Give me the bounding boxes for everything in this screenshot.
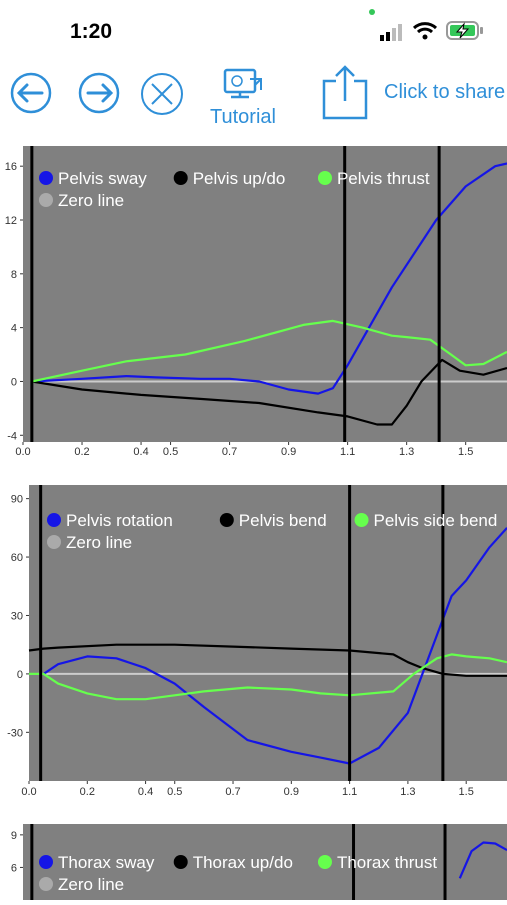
battery-charging-icon [446,21,483,40]
x-tick-label: 0.9 [284,786,299,798]
x-tick-label: 0.7 [222,446,237,458]
status-time: 1:20 [70,20,113,43]
y-tick-label: 16 [5,161,17,173]
x-tick-label: 0.0 [21,786,36,798]
y-tick-label: 30 [11,610,23,622]
series-line-pelvis-thrust [31,319,507,383]
series-line-pelvis-sway [31,162,507,395]
back-button[interactable] [9,71,53,115]
x-tick-label: 1.3 [399,446,414,458]
plot-area [29,485,507,781]
x-tick-label: 0.5 [163,446,178,458]
status-bar: 1:20 [0,0,507,60]
legend-label: Thorax sway [58,853,155,872]
forward-button[interactable] [77,71,121,115]
pelvis-rotation-chart: 90 60 30 0 -30 0.0 0.2 0.4 0.5 0.7 0.9 1.1 1.3 1.5 Pel… [0,479,507,799]
x-tick-label: 0.2 [74,446,89,458]
legend-label: Pelvis up/do [193,169,286,188]
legend-marker [317,171,332,185]
x-tick-label: 0.5 [167,786,182,798]
series-line-pelvis-rotation [42,527,507,765]
legend-marker [39,171,53,185]
y-tick-label: -30 [7,727,23,739]
x-tick-label: 0.2 [80,786,95,798]
x-tick-label: 1.1 [340,446,355,458]
tutorial-monitor-icon[interactable] [221,66,265,102]
y-tick-label: 9 [11,830,17,842]
y-tick-label: 0 [11,376,17,388]
legend-marker [47,513,61,527]
chart-svg: 9 6 Thorax sway Thorax up/do Thorax thrust Ze… [0,820,507,900]
chart-svg: 90 60 30 0 -30 0.0 0.2 0.4 0.5 0.7 0.9 1.1 1.3 1.5 Pel… [0,479,507,799]
legend-marker [173,171,188,185]
share-icon[interactable] [320,63,370,121]
legend-marker [39,855,53,869]
legend-label: Pelvis sway [58,169,147,188]
legend-label: Pelvis rotation [66,511,173,530]
legend-marker [39,193,53,207]
legend-label: Zero line [66,533,132,552]
legend-marker [39,877,53,891]
series-line-pelvis-up-do [31,358,507,426]
x-tick-label: 0.4 [138,786,153,798]
legend-marker [47,535,61,549]
cellular-signal-icon [380,24,402,41]
series-line-pelvis-bend [28,643,507,677]
x-tick-label: 0.4 [133,446,148,458]
x-tick-label: 0.9 [281,446,296,458]
tutorial-label[interactable]: Tutorial [210,106,276,128]
close-button[interactable] [139,71,185,117]
y-tick-label: 90 [11,494,23,506]
series-line-thorax-sway [458,841,507,879]
y-tick-label: 8 [11,269,17,281]
share-button-label[interactable]: Click to share [384,81,506,103]
y-tick-label: -4 [7,430,17,442]
legend-label: Zero line [58,875,124,894]
x-tick-label: 1.1 [342,786,357,798]
plot-area [23,824,507,900]
x-tick-label: 1.5 [458,446,473,458]
legend-label: Zero line [58,191,124,210]
y-tick-label: 6 [11,862,17,874]
y-tick-label: 4 [11,323,17,335]
y-tick-label: 0 [17,669,23,681]
y-tick-label: 12 [5,215,17,227]
series-line-pelvis-side-bend [29,653,507,701]
legend-marker [219,513,234,527]
legend-label: Thorax up/do [193,853,293,872]
legend-label: Thorax thrust [337,853,437,872]
legend-label: Pelvis bend [239,511,327,530]
x-tick-label: 1.3 [400,786,415,798]
x-tick-label: 0.7 [225,786,240,798]
pelvis-translation-chart: 16 12 8 4 0 -4 0.0 0.2 0.4 0.5 0.7 0.9 1.1 1.3 1.5 Pelv… [0,137,507,461]
chart-svg: 16 12 8 4 0 -4 0.0 0.2 0.4 0.5 0.7 0.9 1.1 1.3 1.5 Pelv… [0,137,507,461]
legend-marker [317,855,332,869]
legend-marker [173,855,188,869]
y-tick-label: 60 [11,552,23,564]
x-tick-label: 1.5 [459,786,474,798]
plot-area [23,146,507,442]
thorax-translation-chart: 9 6 Thorax sway Thorax up/do Thorax thrust Ze… [0,820,507,900]
wifi-icon [412,22,438,40]
privacy-indicator-dot [369,9,375,15]
legend-label: Pelvis side bend [374,511,498,530]
x-tick-label: 0.0 [15,446,30,458]
legend-marker [354,513,369,527]
legend-label: Pelvis thrust [337,169,430,188]
